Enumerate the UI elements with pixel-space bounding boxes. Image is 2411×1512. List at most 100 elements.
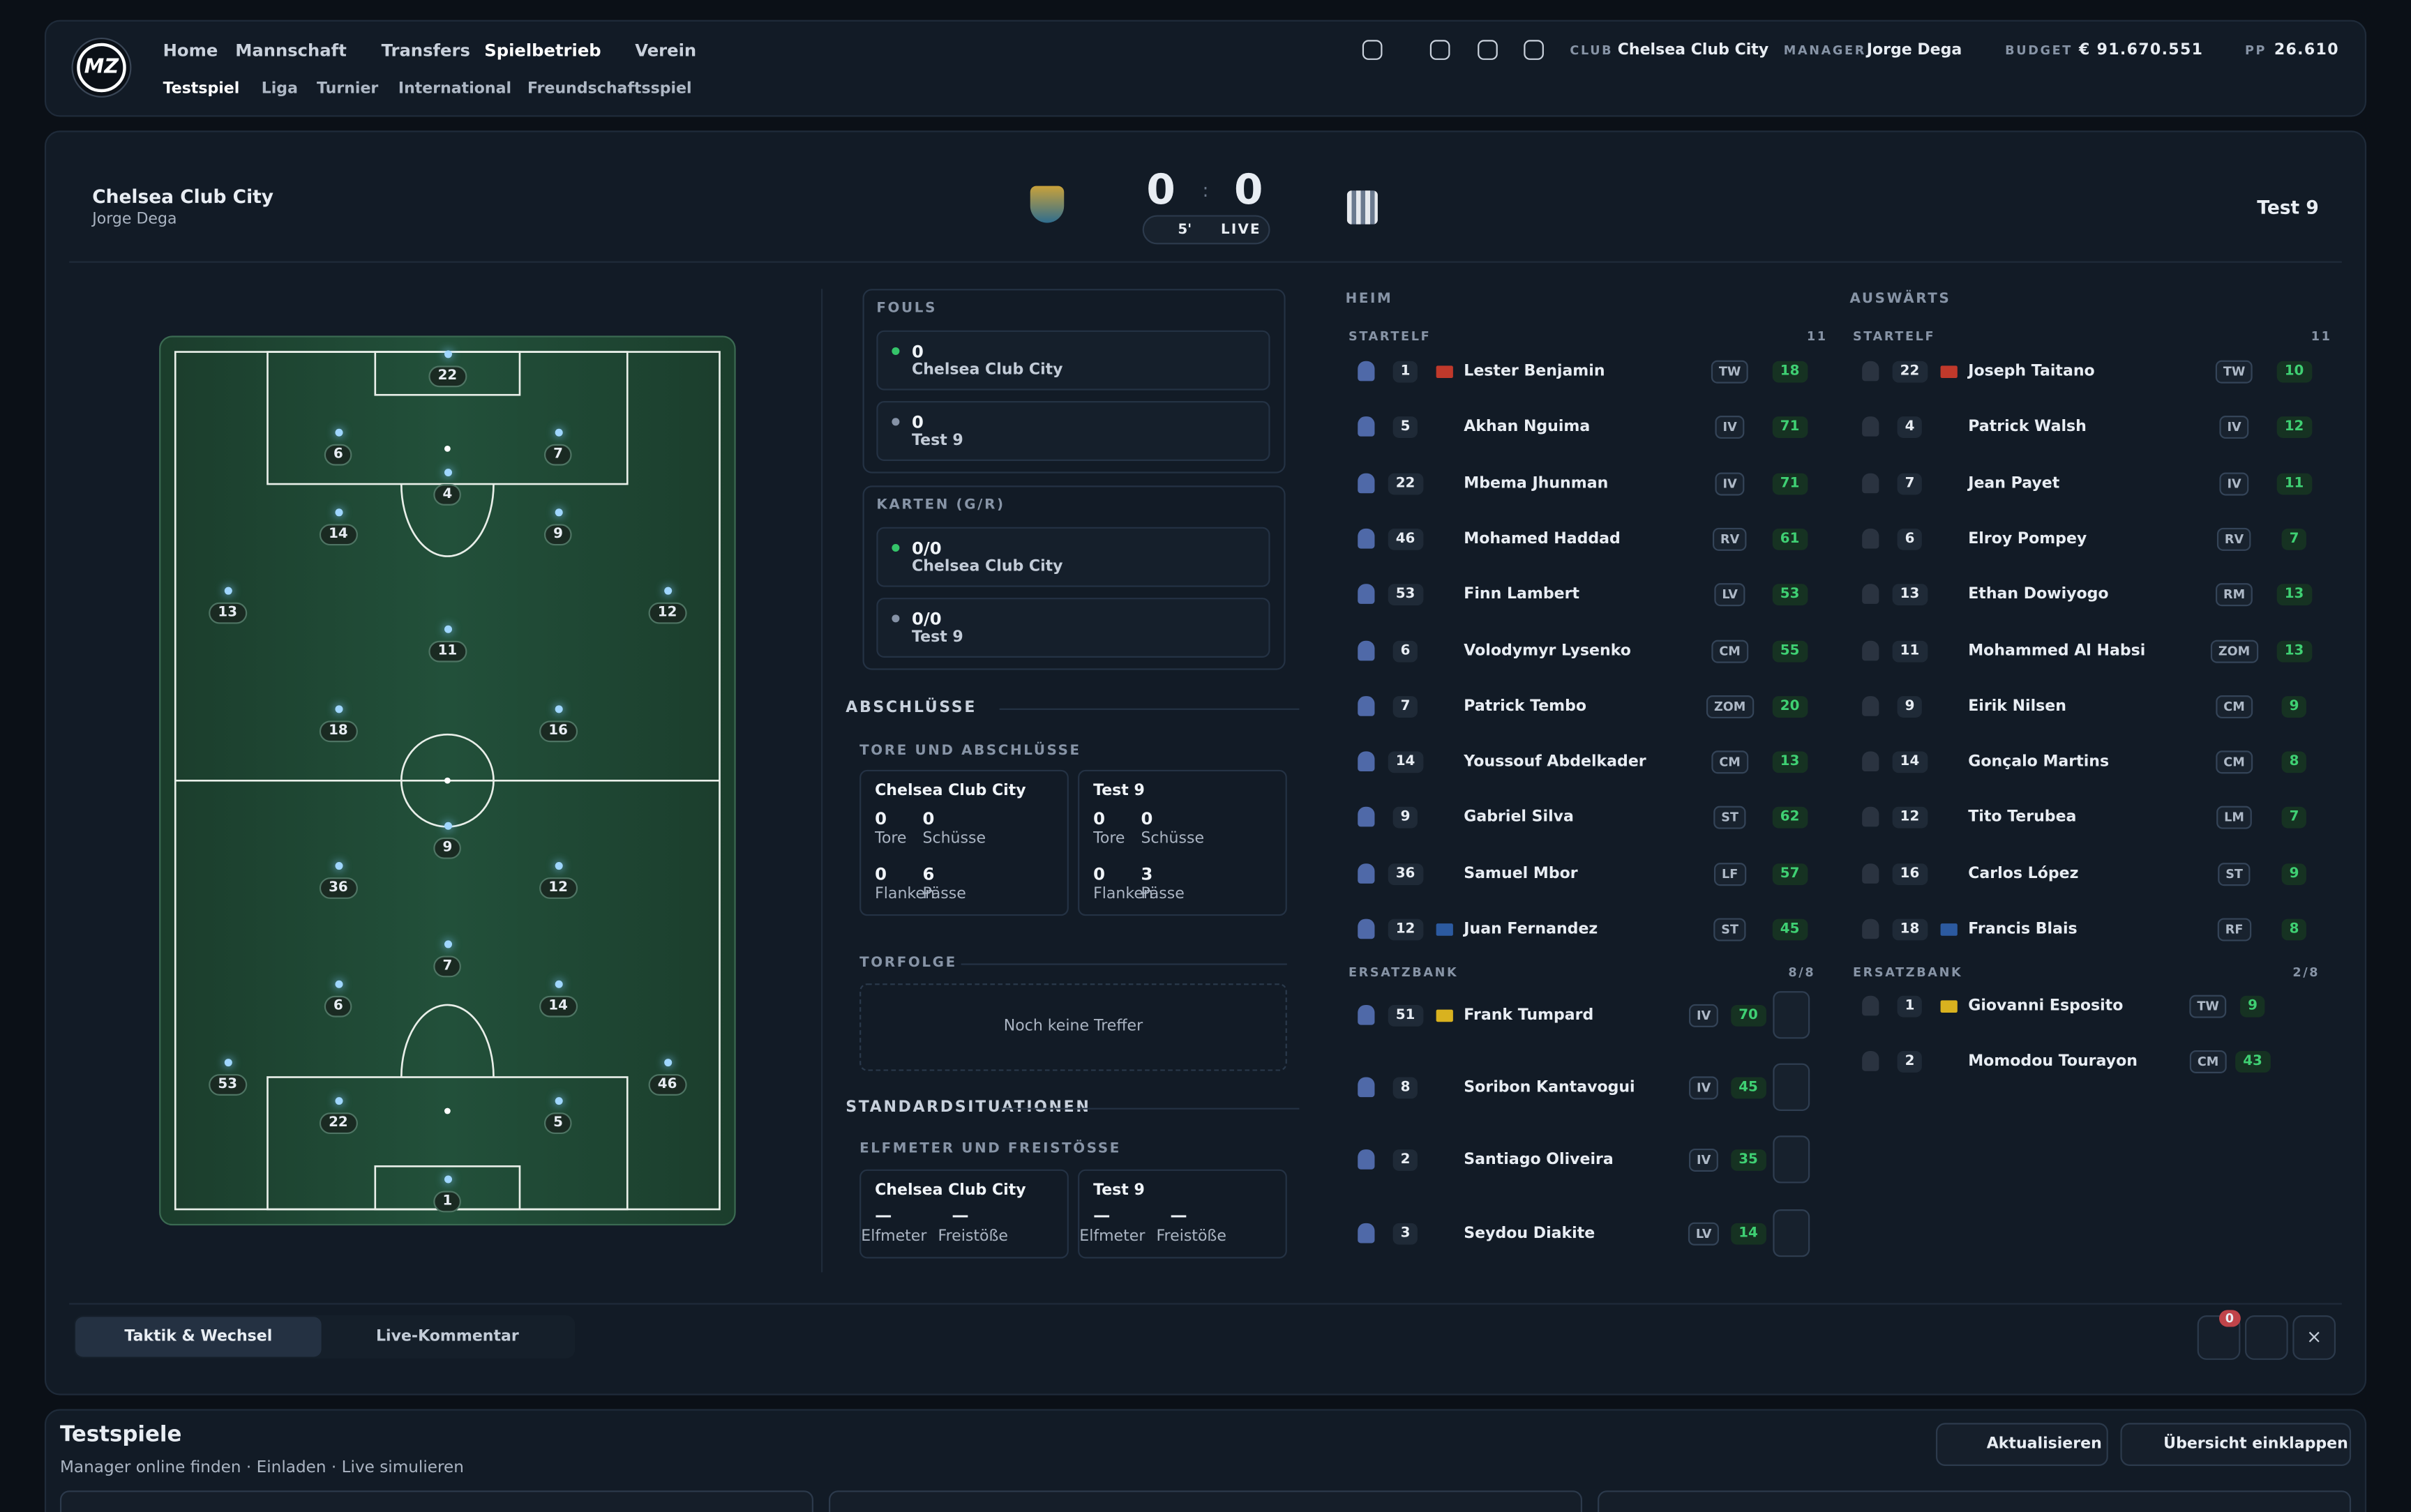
sub-nav-item[interactable]: Freundschaftsspiel <box>527 80 692 98</box>
nav-item[interactable]: Mannschaft <box>235 40 347 61</box>
player-rating: 20 <box>1772 695 1808 718</box>
lineup-label: ERSATZBANK <box>1348 965 1459 980</box>
nav-item[interactable]: Transfers <box>381 40 470 61</box>
player-number: 18 <box>1892 918 1928 941</box>
player-flag <box>1436 868 1453 880</box>
footer-subtitle: Manager online finden · Einladen · Live … <box>59 1458 464 1477</box>
pitch-number: 7 <box>543 444 573 466</box>
pitch-number: 13 <box>209 602 247 624</box>
player-number: 7 <box>1897 472 1923 494</box>
player-number: 22 <box>1388 472 1423 494</box>
tool-button[interactable] <box>2244 1315 2288 1360</box>
team-crest <box>1030 186 1065 223</box>
pitch-number: 6 <box>324 995 353 1018</box>
stat-team: Chelsea Club City <box>912 361 1063 379</box>
player-position: ZOM <box>2210 639 2258 663</box>
logo[interactable] <box>70 37 132 98</box>
player-number: 5 <box>1392 416 1418 439</box>
player-position: IV <box>1689 1004 1719 1027</box>
footer-button[interactable] <box>2120 1423 2352 1466</box>
player-rating: 70 <box>1731 1004 1766 1027</box>
nav-item[interactable]: Spielbetrieb <box>484 40 601 61</box>
player-rating: 55 <box>1772 640 1808 662</box>
pitch-number: 4 <box>433 484 462 506</box>
stat-value: 0/0 <box>912 538 942 559</box>
player-flag <box>1941 812 1958 824</box>
player-rating: 13 <box>2276 640 2312 662</box>
player-number: 13 <box>1892 584 1928 606</box>
tab-active[interactable] <box>75 1317 322 1357</box>
swap-button[interactable] <box>1773 991 1810 1039</box>
pitch-number: 36 <box>319 877 357 899</box>
player-number: 3 <box>1392 1222 1418 1244</box>
player-name: Mbema Jhunman <box>1464 475 1609 492</box>
goals-box <box>859 983 1287 1071</box>
player-rating: 45 <box>1772 918 1808 941</box>
player-dot <box>443 1175 451 1184</box>
pitch-number: 53 <box>209 1074 247 1096</box>
player-dot <box>334 980 343 988</box>
icon-button[interactable] <box>1478 40 1498 60</box>
home-manager: Jorge Dega <box>92 211 177 229</box>
player-dot <box>443 350 451 358</box>
player-name: Mohamed Haddad <box>1464 530 1621 548</box>
notification-badge: 0 <box>2218 1310 2240 1327</box>
player-name: Seydou Diakite <box>1464 1225 1595 1242</box>
icon-button[interactable] <box>1524 40 1544 60</box>
stat-label: Elfmeter <box>861 1228 927 1246</box>
tab[interactable]: Taktik & Wechsel <box>124 1328 273 1345</box>
close-button[interactable]: × <box>2306 1326 2322 1348</box>
player-avatar <box>1358 1222 1375 1243</box>
player-flag <box>1941 1056 1958 1068</box>
logo-text[interactable]: MZ <box>84 56 119 80</box>
pitch-number: 1 <box>433 1190 462 1213</box>
tool-button[interactable] <box>2292 1315 2336 1360</box>
sub-nav-item[interactable]: Turnier <box>317 80 379 98</box>
nav-item[interactable]: Verein <box>635 40 697 61</box>
player-rating: 7 <box>2281 807 2307 829</box>
sub-nav-item[interactable]: Testspiel <box>163 80 240 98</box>
lineup-count: 8/8 <box>1788 965 1816 980</box>
player-rating: 8 <box>2281 918 2307 941</box>
footer-button-label[interactable]: Übersicht einklappen <box>2163 1435 2348 1453</box>
swap-button[interactable] <box>1773 1064 1810 1112</box>
stat-team: Chelsea Club City <box>912 558 1063 576</box>
pitch-number: 12 <box>648 602 686 624</box>
player-dot <box>334 862 343 870</box>
stat-value: — <box>1170 1205 1187 1226</box>
stat-value: — <box>1093 1205 1111 1226</box>
footer-title: Testspiele <box>59 1423 182 1448</box>
player-name: Juan Fernandez <box>1464 921 1598 939</box>
player-avatar <box>1862 528 1879 549</box>
player-avatar <box>1358 472 1375 493</box>
player-rating: 71 <box>1772 472 1808 494</box>
player-number: 4 <box>1897 416 1923 439</box>
swap-button[interactable] <box>1773 1136 1810 1184</box>
player-dot <box>334 508 343 517</box>
player-avatar <box>1862 416 1879 437</box>
stat-team: Test 9 <box>912 432 963 450</box>
player-avatar <box>1862 918 1879 939</box>
player-flag <box>1941 589 1958 601</box>
player-dot <box>663 587 672 595</box>
player-rating: 35 <box>1731 1149 1766 1172</box>
section-label: TORFOLGE <box>859 955 957 972</box>
sub-nav-item[interactable]: International <box>398 80 512 98</box>
tab[interactable]: Live-Kommentar <box>376 1328 519 1345</box>
swap-button[interactable] <box>1773 1209 1810 1257</box>
player-number: 14 <box>1892 751 1928 773</box>
icon-button[interactable] <box>1429 40 1450 60</box>
footer-button-label[interactable]: Aktualisieren <box>1986 1435 2102 1453</box>
footer-button[interactable] <box>1935 1423 2108 1466</box>
pitch-number: 18 <box>319 720 357 743</box>
player-avatar <box>1358 528 1375 549</box>
icon-button[interactable] <box>1362 40 1383 60</box>
player-rating: 7 <box>2281 528 2307 550</box>
divider <box>820 289 823 1273</box>
player-dot <box>443 822 451 830</box>
player-name: Finn Lambert <box>1464 586 1579 604</box>
sub-nav-item[interactable]: Liga <box>261 80 298 98</box>
nav-item[interactable]: Home <box>163 40 218 61</box>
player-flag <box>1436 1082 1453 1095</box>
